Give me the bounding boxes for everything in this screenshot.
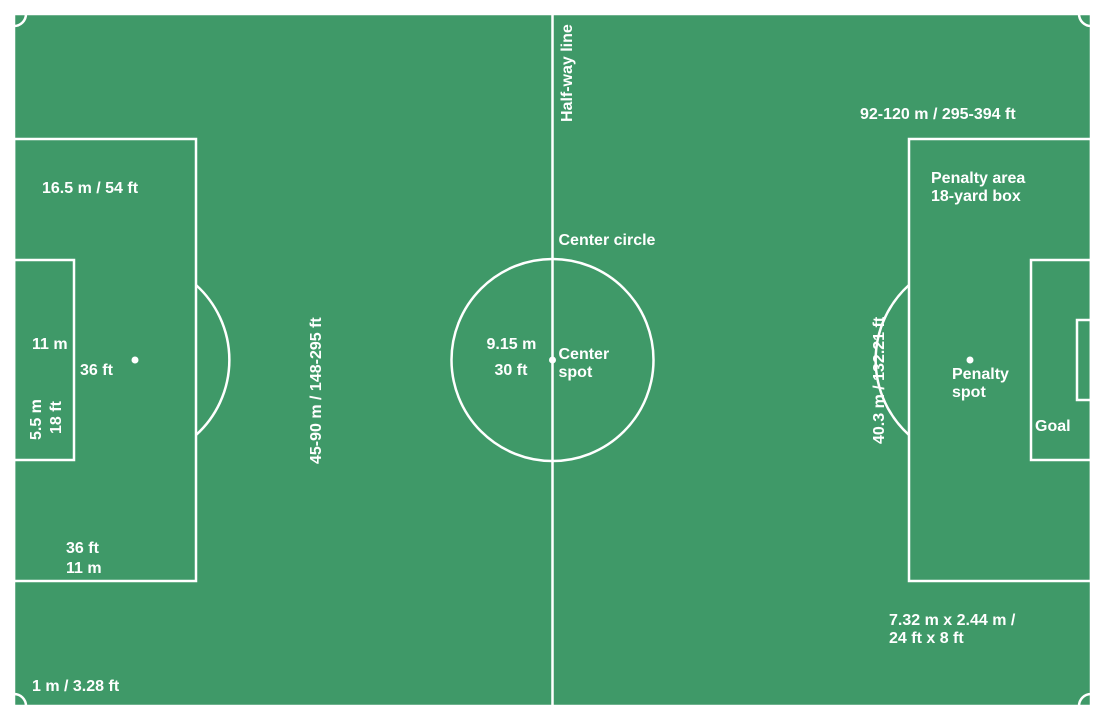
field-svg bbox=[14, 14, 1091, 706]
soccer-field-diagram: Half-way line92-120 m / 295-394 ft45-90 … bbox=[14, 14, 1091, 706]
